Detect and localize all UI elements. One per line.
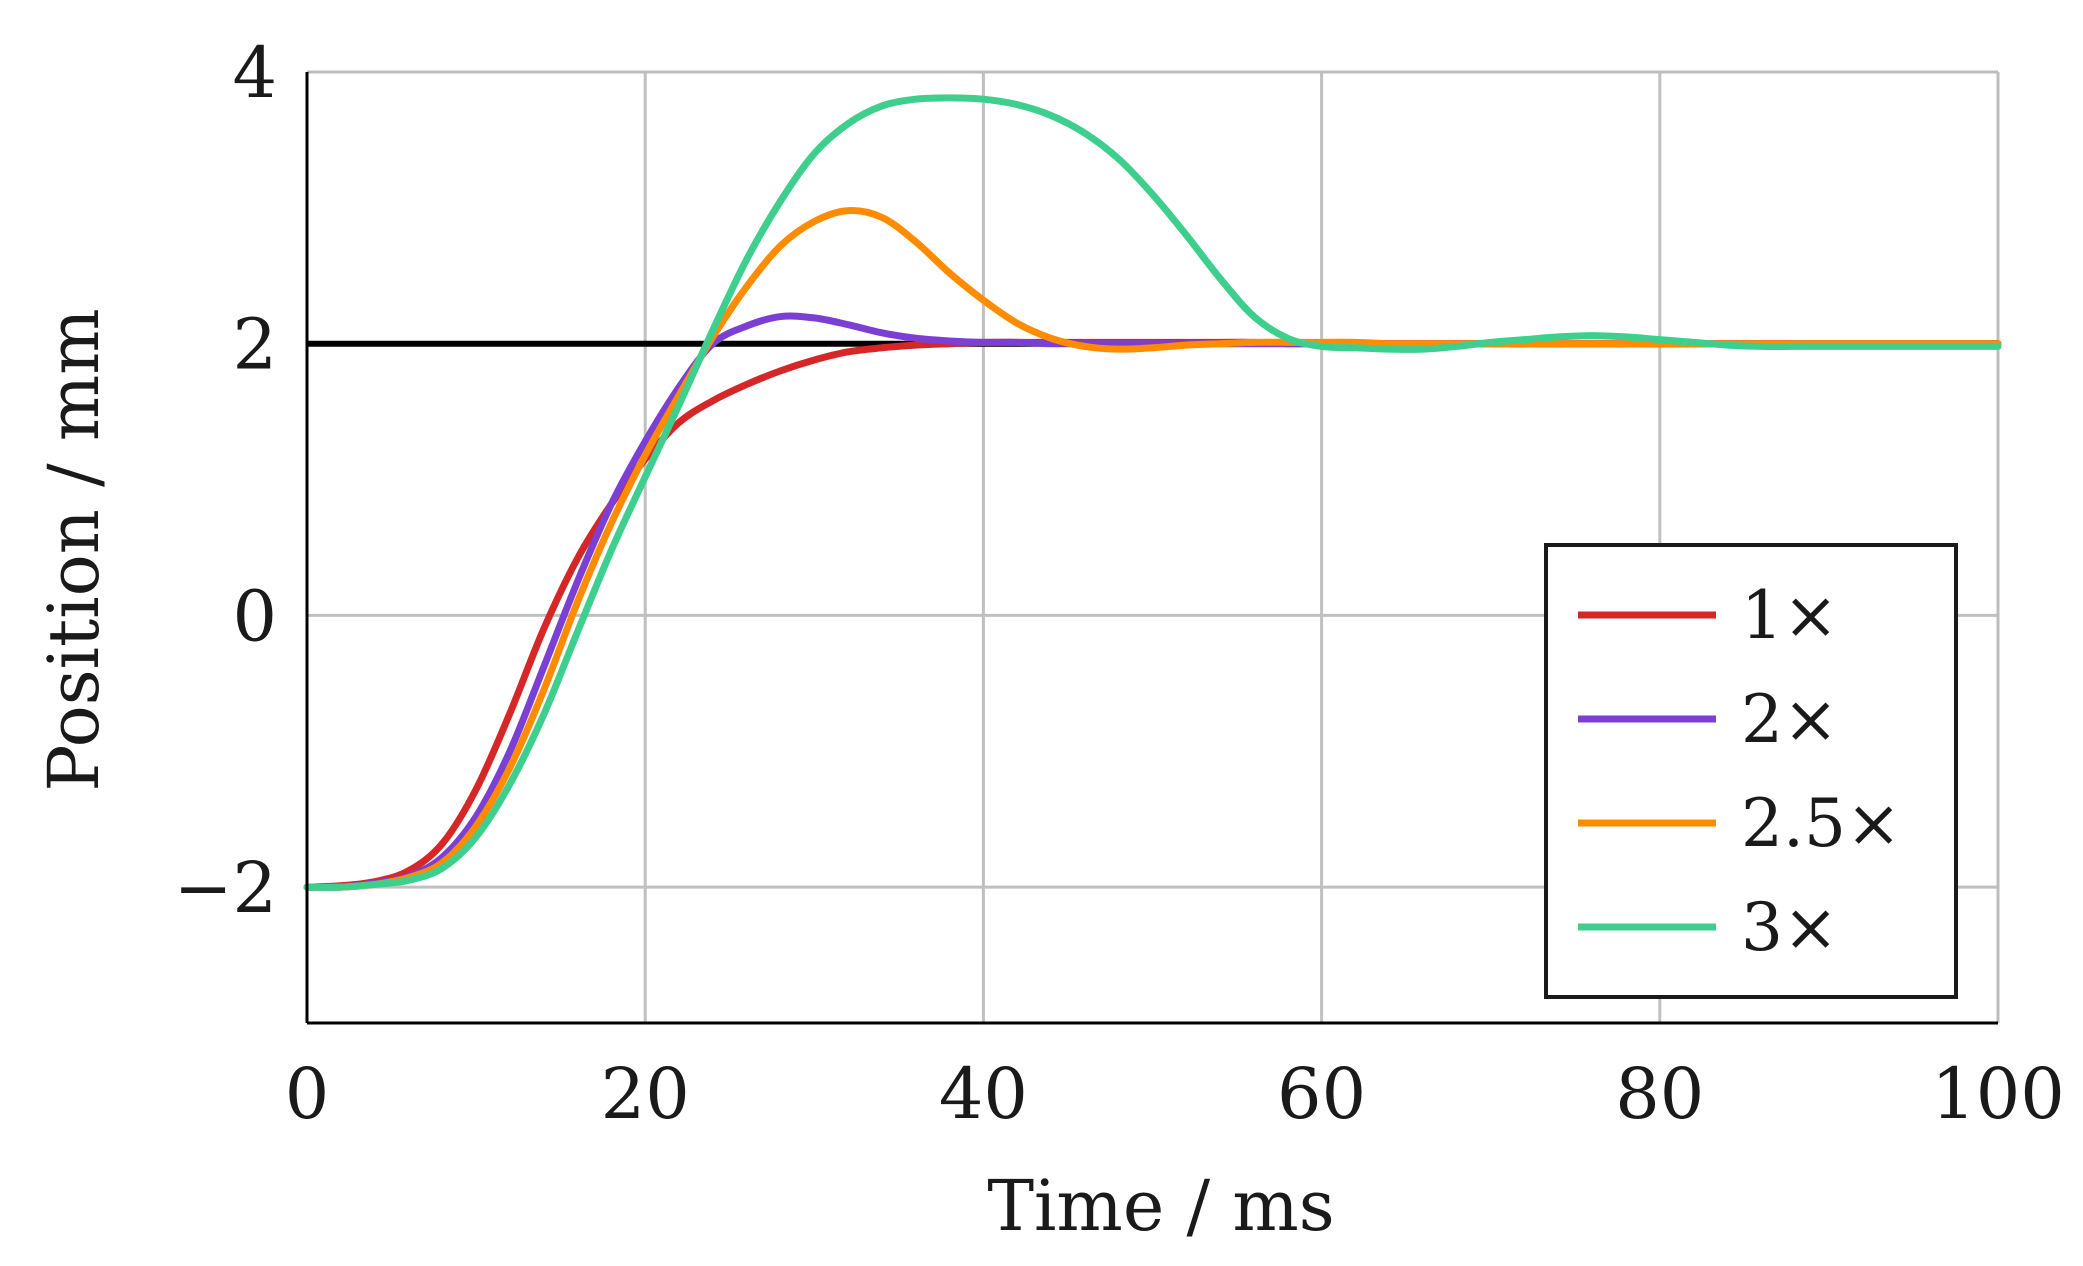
x-tick-label: 60 (1277, 1053, 1366, 1135)
legend-label-4: 3× (1741, 889, 1838, 966)
y-tick-label: −2 (174, 847, 277, 929)
x-tick-label: 40 (939, 1053, 1028, 1135)
legend: 1× 2× 2.5× 3× (1544, 543, 1958, 999)
axes (305, 72, 1998, 1025)
series-line-4 (303, 94, 2002, 891)
y-tick-label: 2 (232, 304, 277, 386)
y-tick-label: 4 (232, 32, 277, 114)
legend-label-2: 2× (1741, 681, 1838, 758)
y-axis-title: Position / mm (33, 308, 115, 791)
x-tick-label: 0 (285, 1053, 330, 1135)
x-tick-label: 80 (1615, 1053, 1704, 1135)
legend-label-3: 2.5× (1741, 785, 1901, 862)
x-axis-title: Time / ms (987, 1165, 1334, 1247)
series-group (303, 94, 2002, 891)
tick-labels: 0 20 40 60 80 100 −2 0 2 4 (174, 32, 2065, 1135)
legend-box (1544, 543, 1958, 999)
y-tick-label: 0 (232, 575, 277, 657)
legend-label-1: 1× (1741, 577, 1838, 654)
x-tick-label: 20 (601, 1053, 690, 1135)
x-tick-label: 100 (1931, 1053, 2065, 1135)
